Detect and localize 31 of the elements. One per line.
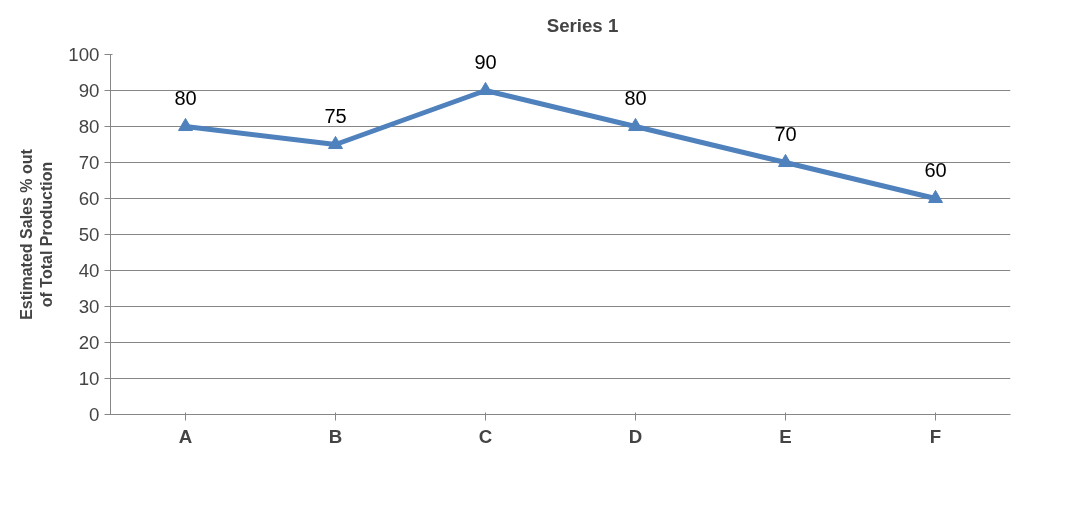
x-tick-label: B — [328, 425, 343, 447]
y-tick-label: 80 — [78, 116, 100, 137]
y-tick-label: 70 — [78, 152, 100, 173]
data-label: 60 — [924, 158, 947, 181]
y-tick-label: 30 — [78, 296, 100, 317]
x-tick-label: D — [628, 425, 643, 447]
data-label: 70 — [774, 122, 797, 145]
data-label: 75 — [324, 104, 347, 127]
point — [778, 153, 793, 168]
x-tick-label: F — [929, 425, 942, 447]
point — [328, 135, 343, 150]
y-tick-label: 90 — [78, 80, 100, 101]
point — [928, 189, 943, 204]
y-tick-label: 20 — [78, 332, 100, 353]
y-tick-label: 60 — [78, 188, 100, 209]
y-tick-label: 50 — [78, 224, 100, 245]
x-tick-label: E — [779, 425, 792, 447]
y-axis-title: Estimated Sales % out of Total Production — [17, 148, 56, 320]
text: Series 1 — [546, 15, 619, 37]
point — [628, 117, 643, 132]
x-tick-label: C — [478, 425, 493, 447]
y-tick-label: 10 — [78, 368, 100, 389]
data-label: 90 — [474, 50, 497, 73]
y-tick-label: 40 — [78, 260, 100, 281]
data-label: 80 — [624, 86, 647, 109]
point — [478, 81, 493, 96]
data-label: 80 — [174, 86, 197, 109]
y-tick-label: 0 — [89, 404, 100, 425]
y-tick-label: 100 — [68, 44, 100, 65]
x-tick-label: A — [178, 425, 193, 447]
point — [178, 117, 193, 132]
